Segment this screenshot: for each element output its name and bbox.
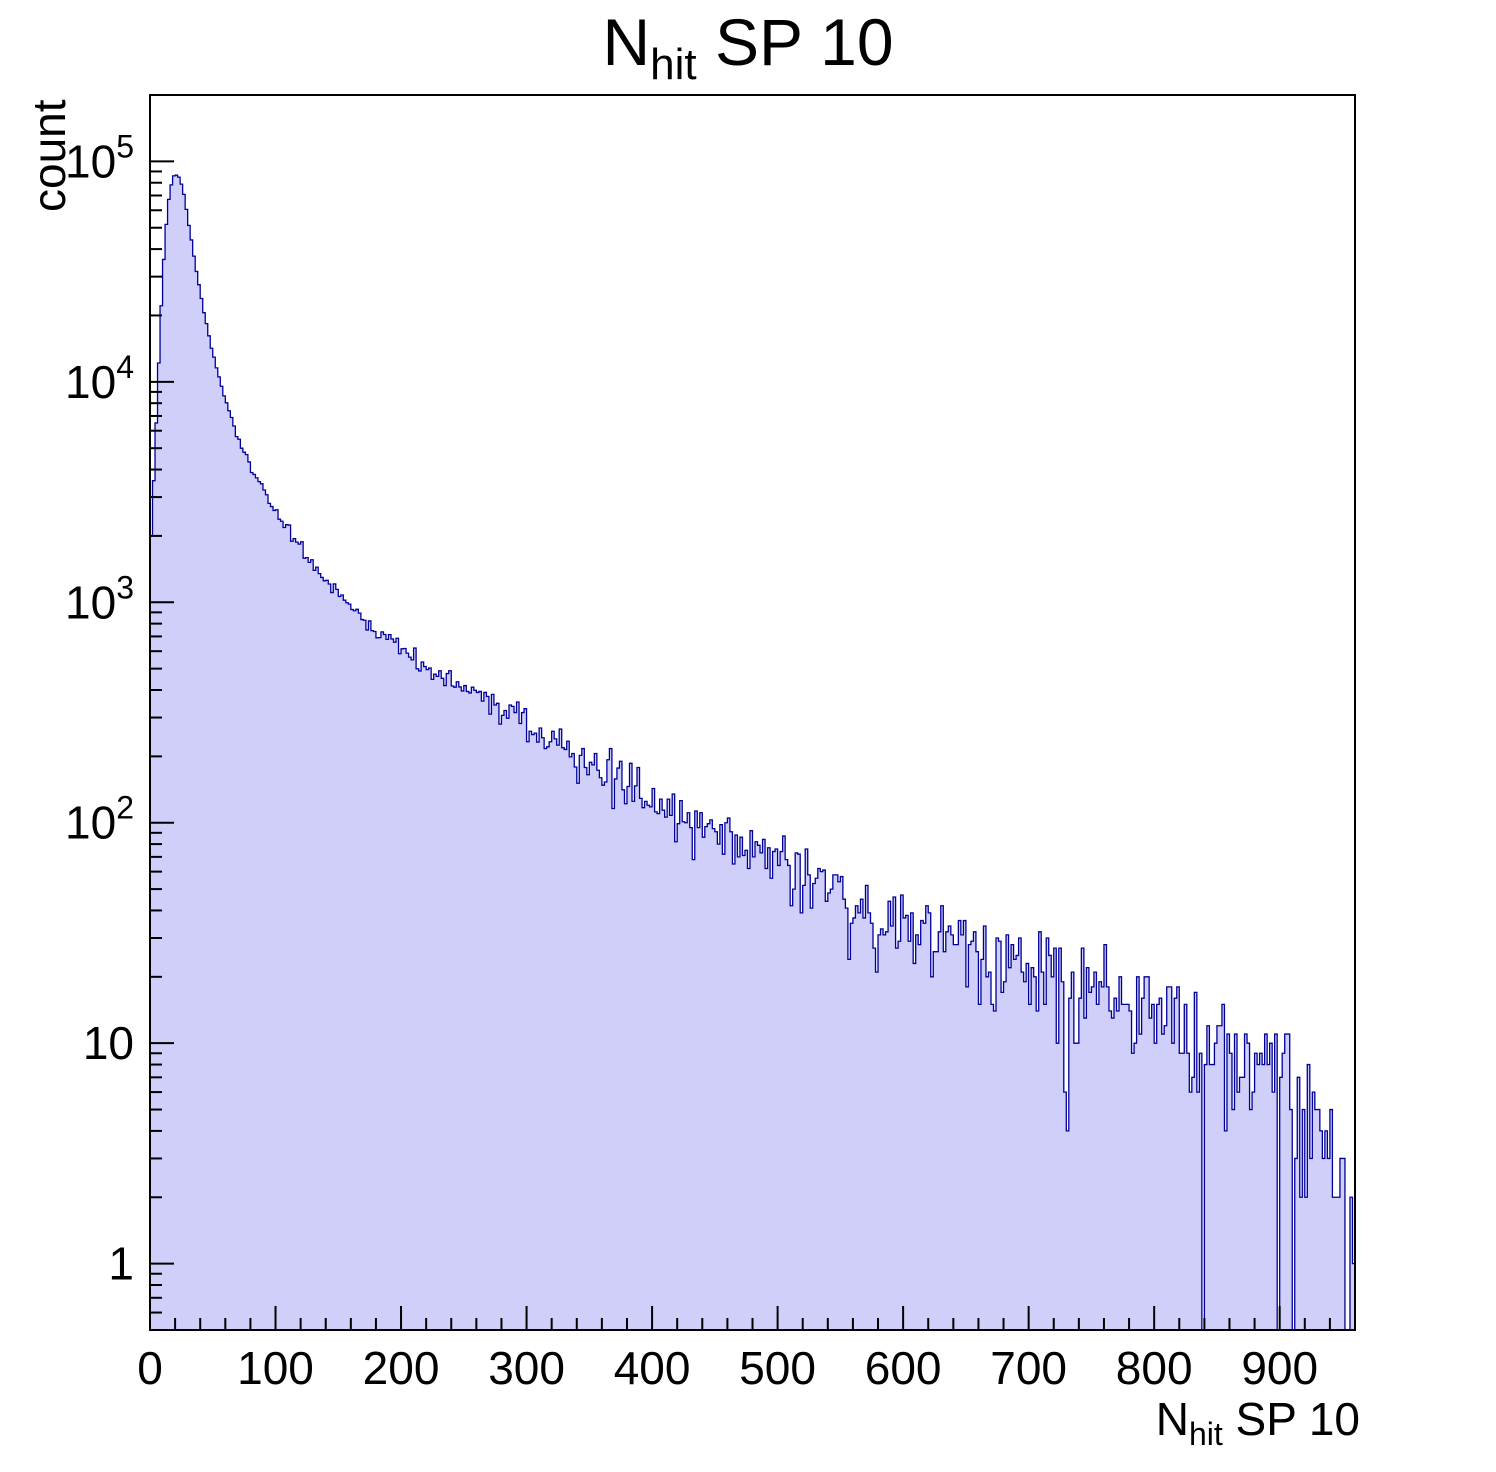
- chart-title-suffix: SP 10: [696, 5, 894, 79]
- x-axis-title-subscript: hit: [1188, 1416, 1223, 1452]
- y-tick-label: 10: [83, 1017, 134, 1069]
- histogram-series: [149, 174, 1356, 1331]
- x-tick-label: 900: [1241, 1342, 1318, 1394]
- y-tick-label: 103: [65, 569, 134, 628]
- y-tick-label: 104: [65, 349, 134, 408]
- y-tick-label: 102: [65, 790, 134, 849]
- x-tick-label: 300: [488, 1342, 565, 1394]
- chart-title-subscript: hit: [650, 40, 697, 89]
- chart-title-prefix: N: [602, 5, 651, 79]
- x-tick-label: 800: [1116, 1342, 1193, 1394]
- x-axis-title-prefix: N: [1155, 1393, 1189, 1445]
- y-axis-title: count: [23, 99, 75, 212]
- x-tick-label: 700: [990, 1342, 1067, 1394]
- x-tick-label: 200: [363, 1342, 440, 1394]
- y-tick-label: 105: [65, 128, 134, 187]
- y-tick-label: 1: [108, 1238, 134, 1290]
- x-tick-label: 500: [739, 1342, 816, 1394]
- chart-title: Nhit SP 10: [0, 4, 1496, 90]
- x-tick-label: 600: [865, 1342, 942, 1394]
- x-tick-label: 400: [614, 1342, 691, 1394]
- x-tick-label: 0: [137, 1342, 163, 1394]
- x-axis-title: Nhit SP 10: [1156, 1392, 1360, 1453]
- x-tick-label: 100: [237, 1342, 314, 1394]
- x-axis-title-suffix: SP 10: [1222, 1393, 1361, 1445]
